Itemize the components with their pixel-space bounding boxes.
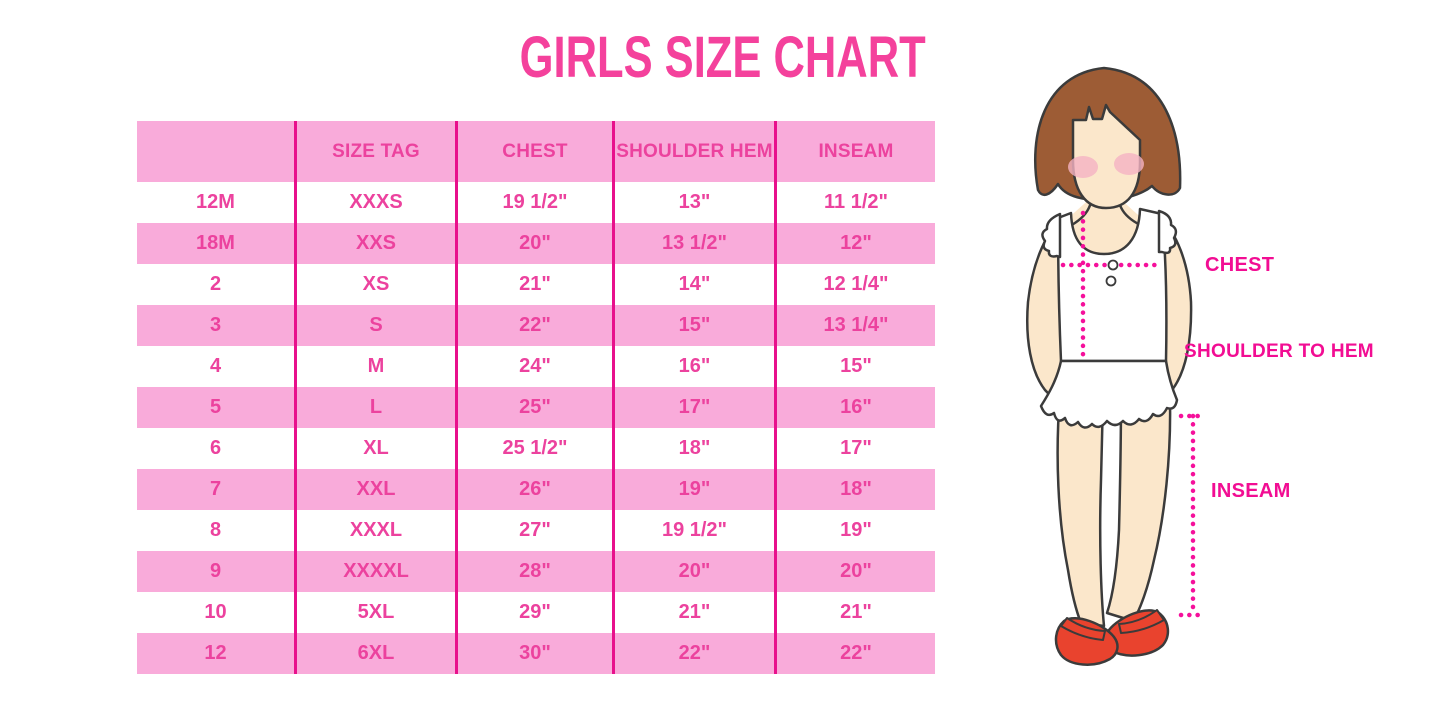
table-cell: 9 [137, 551, 297, 592]
table-cell: 11 1/2" [824, 191, 888, 213]
table-cell: 18M [137, 223, 297, 264]
table-row: 18M XXS 20" 13 1/2" 12" [137, 223, 935, 264]
table-row: 6 XL 25 1/2" 18" 17" [137, 428, 935, 469]
table-cell: 12M [137, 182, 297, 223]
right-leg [1105, 396, 1172, 623]
table-cell: L [297, 387, 458, 428]
size-table: SIZE TAG CHEST SHOULDER HEM INSEAM 12M XXXS 1… [137, 121, 935, 674]
table-row: 12M XXXS 19 1/2" 13" 11 1/2" [137, 182, 935, 223]
table-cell: 20" [615, 551, 777, 592]
table-cell: 29" [458, 592, 615, 633]
table-cell: M [297, 346, 458, 387]
table-cell: 17" [615, 387, 777, 428]
table-row: 7 XXL 26" 19" 18" [137, 469, 935, 510]
table-cell: 15" [840, 355, 872, 377]
table-row: 10 5XL 29" 21" 21" [137, 592, 935, 633]
table-cell: 6 [137, 428, 297, 469]
table-cell: S [297, 305, 458, 346]
table-cell: 19 1/2" [458, 182, 615, 223]
table-cell: 22" [615, 633, 777, 674]
table-cell: 19" [615, 469, 777, 510]
table-cell: 4 [137, 346, 297, 387]
left-shoe-strap [1060, 617, 1106, 641]
page-title-text: GIRLS SIZE CHART [519, 25, 926, 90]
table-cell: 19" [840, 519, 872, 541]
table-cell: 27" [458, 510, 615, 551]
table-cell: XXXXL [297, 551, 458, 592]
right-blush [1114, 153, 1144, 175]
table-cell: XXXS [297, 182, 458, 223]
header-cell: CHEST [458, 121, 615, 182]
face-shape [1071, 103, 1142, 210]
girl-measurement-illustration [1026, 66, 1208, 666]
table-cell: 24" [458, 346, 615, 387]
table-cell: 10 [137, 592, 297, 633]
table-cell: 14" [615, 264, 777, 305]
left-shoulder-frill [1041, 212, 1062, 259]
table-cell: 18" [840, 478, 872, 500]
table-cell: 21" [840, 601, 872, 623]
table-cell: 12" [840, 232, 872, 254]
table-body: 12M XXXS 19 1/2" 13" 11 1/2" 18M XXS 20" 13 1/2"… [137, 182, 935, 674]
header-cell: SIZE TAG [297, 121, 458, 182]
table-row: 2 XS 21" 14" 12 1/4" [137, 264, 935, 305]
table-row: 4 M 24" 16" 15" [137, 346, 935, 387]
left-leg [1056, 393, 1106, 628]
table-cell: 3 [137, 305, 297, 346]
table-cell: XXXL [297, 510, 458, 551]
table-cell: XL [297, 428, 458, 469]
table-cell: 30" [458, 633, 615, 674]
table-cell: 21" [615, 592, 777, 633]
bottom-button [1105, 275, 1117, 287]
right-shoulder-frill [1157, 209, 1178, 255]
table-cell: 17" [840, 437, 872, 459]
header-cell [137, 121, 297, 182]
page-title: GIRLS SIZE CHART [0, 24, 1445, 91]
table-cell: 25 1/2" [458, 428, 615, 469]
table-cell: 6XL [297, 633, 458, 674]
table-header-row: SIZE TAG CHEST SHOULDER HEM INSEAM [137, 121, 935, 182]
shoulder-to-hem-measure-label: SHOULDER TO HEM [1184, 341, 1374, 362]
table-cell: 25" [458, 387, 615, 428]
table-row: 9 XXXXL 28" 20" 20" [137, 551, 935, 592]
table-cell: 22" [840, 642, 872, 664]
inseam-measure-label: INSEAM [1211, 480, 1291, 502]
table-cell: 13 1/2" [615, 223, 777, 264]
table-cell: 8 [137, 510, 297, 551]
table-row: 3 S 22" 15" 13 1/4" [137, 305, 935, 346]
table-cell: XS [297, 264, 458, 305]
table-cell: 13 1/4" [823, 314, 889, 336]
table-cell: 13" [615, 182, 777, 223]
table-cell: 26" [458, 469, 615, 510]
table-cell: 20" [840, 560, 872, 582]
table-cell: 15" [615, 305, 777, 346]
header-cell: INSEAM [818, 140, 894, 162]
table-cell: 16" [615, 346, 777, 387]
table-cell: 12 1/4" [823, 273, 889, 295]
table-cell: XXS [297, 223, 458, 264]
table-cell: 20" [458, 223, 615, 264]
table-cell: 5XL [297, 592, 458, 633]
table-row: 8 XXXL 27" 19 1/2" 19" [137, 510, 935, 551]
table-cell: 22" [458, 305, 615, 346]
table-cell: 16" [840, 396, 872, 418]
peplum-skirt [1039, 359, 1179, 429]
table-cell: 18" [615, 428, 777, 469]
table-cell: 19 1/2" [615, 510, 777, 551]
left-blush [1068, 156, 1098, 178]
chest-measure-label: CHEST [1205, 254, 1275, 276]
table-cell: 2 [137, 264, 297, 305]
top-button [1107, 259, 1119, 271]
right-shoe-strap [1118, 609, 1165, 634]
header-cell: SHOULDER HEM [615, 121, 777, 182]
table-cell: XXL [297, 469, 458, 510]
table-row: 12 6XL 30" 22" 22" [137, 633, 935, 674]
table-cell: 5 [137, 387, 297, 428]
table-cell: 28" [458, 551, 615, 592]
table-row: 5 L 25" 17" 16" [137, 387, 935, 428]
table-cell: 12 [137, 633, 297, 674]
table-cell: 21" [458, 264, 615, 305]
table-cell: 7 [137, 469, 297, 510]
